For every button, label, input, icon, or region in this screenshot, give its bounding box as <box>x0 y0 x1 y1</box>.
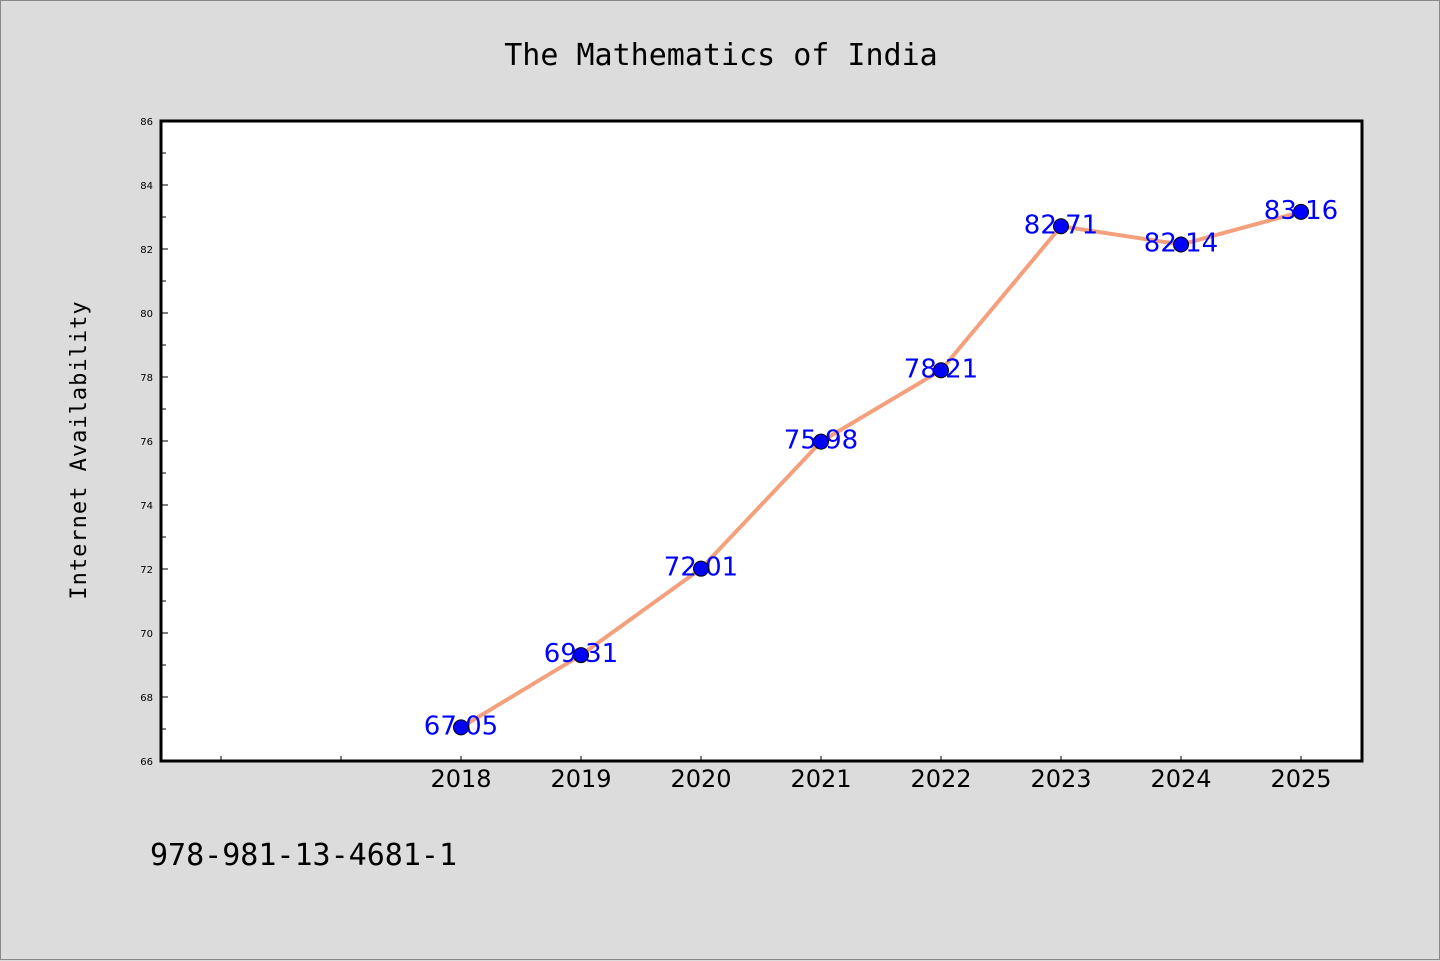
isbn-text: 978-981-13-4681-1 <box>150 838 457 873</box>
data-point <box>1173 236 1189 253</box>
y-tick-label: 82 <box>140 245 153 256</box>
x-tick-label: 2023 <box>1030 765 1091 793</box>
y-tick-label: 80 <box>140 309 153 320</box>
y-tick-label: 78 <box>140 373 153 384</box>
data-point <box>693 560 709 577</box>
x-tick-label: 2020 <box>670 765 731 793</box>
data-point <box>1293 203 1309 220</box>
x-tick-label: 2022 <box>910 765 971 793</box>
data-point <box>1053 218 1069 235</box>
data-point <box>453 719 469 736</box>
y-tick-label: 86 <box>140 117 153 128</box>
y-tick-label: 74 <box>140 501 153 512</box>
y-tick-label: 70 <box>140 629 153 640</box>
y-tick-label: 72 <box>140 565 153 576</box>
series-line <box>459 209 1302 730</box>
x-tick-label: 2024 <box>1150 765 1211 793</box>
y-tick-label: 68 <box>140 693 153 704</box>
x-tick-label: 2025 <box>1270 765 1331 793</box>
chart-title: The Mathematics of India <box>504 38 937 73</box>
x-tick-label: 2019 <box>550 765 611 793</box>
x-tick-label: 2021 <box>790 765 851 793</box>
y-tick-label: 66 <box>140 757 153 768</box>
plot-area <box>159 119 1364 763</box>
y-axis-label: Internet Availability <box>67 300 92 599</box>
data-point <box>933 362 949 379</box>
x-tick-label: 2018 <box>430 765 491 793</box>
data-point <box>573 647 589 664</box>
data-point <box>813 433 829 450</box>
y-tick-label: 84 <box>140 181 153 192</box>
y-tick-label: 76 <box>140 437 153 448</box>
